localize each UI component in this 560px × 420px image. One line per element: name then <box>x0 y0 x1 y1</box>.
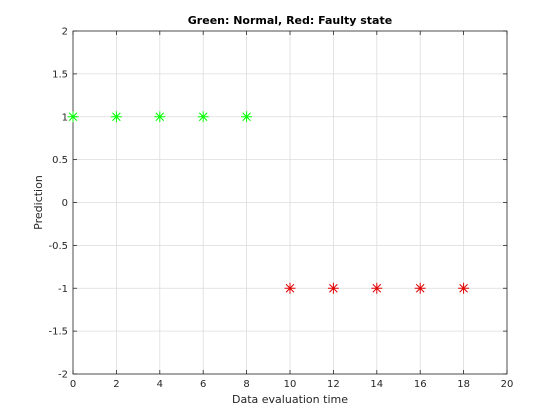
x-tick-label: 12 <box>327 379 340 390</box>
data-point-asterisk <box>67 111 79 123</box>
chart-title: Green: Normal, Red: Faulty state <box>188 14 392 27</box>
y-tick-label: -1.5 <box>48 327 68 338</box>
y-tick-label: 1 <box>62 112 68 123</box>
x-tick-label: 4 <box>157 379 163 390</box>
y-tick-label: 0.5 <box>52 155 68 166</box>
y-tick-labels: 2 1.5 1 0.5 0 -0.5 -1 -1.5 -2 <box>48 27 68 381</box>
data-point-asterisk <box>414 282 426 294</box>
x-tick-label: 6 <box>200 379 206 390</box>
data-point-asterisk <box>241 111 253 123</box>
data-point-asterisk <box>154 111 166 123</box>
x-tick-label: 10 <box>284 379 297 390</box>
x-tick-label: 20 <box>501 379 514 390</box>
y-tick-label: -0.5 <box>48 241 68 252</box>
y-tick-label: 2 <box>62 27 68 38</box>
x-axis-label: Data evaluation time <box>232 393 348 406</box>
data-point-asterisk <box>327 282 339 294</box>
tick-marks <box>72 30 508 375</box>
x-tick-label: 18 <box>457 379 470 390</box>
y-tick-label: 0 <box>62 198 68 209</box>
data-points <box>67 111 470 294</box>
y-tick-label: 1.5 <box>52 69 68 80</box>
data-point-asterisk <box>371 282 383 294</box>
y-tick-label: -1 <box>58 284 68 295</box>
y-tick-label: -2 <box>58 370 68 381</box>
data-point-asterisk <box>110 111 122 123</box>
x-tick-label: 14 <box>370 379 383 390</box>
data-point-asterisk <box>458 282 470 294</box>
x-tick-label: 16 <box>414 379 427 390</box>
data-point-asterisk <box>197 111 209 123</box>
data-point-asterisk <box>284 282 296 294</box>
x-tick-labels: 0 2 4 6 8 10 12 14 16 18 20 <box>70 379 514 390</box>
y-axis-label: Prediction <box>32 175 45 230</box>
x-tick-label: 2 <box>113 379 119 390</box>
x-tick-label: 8 <box>243 379 249 390</box>
x-tick-label: 0 <box>70 379 76 390</box>
